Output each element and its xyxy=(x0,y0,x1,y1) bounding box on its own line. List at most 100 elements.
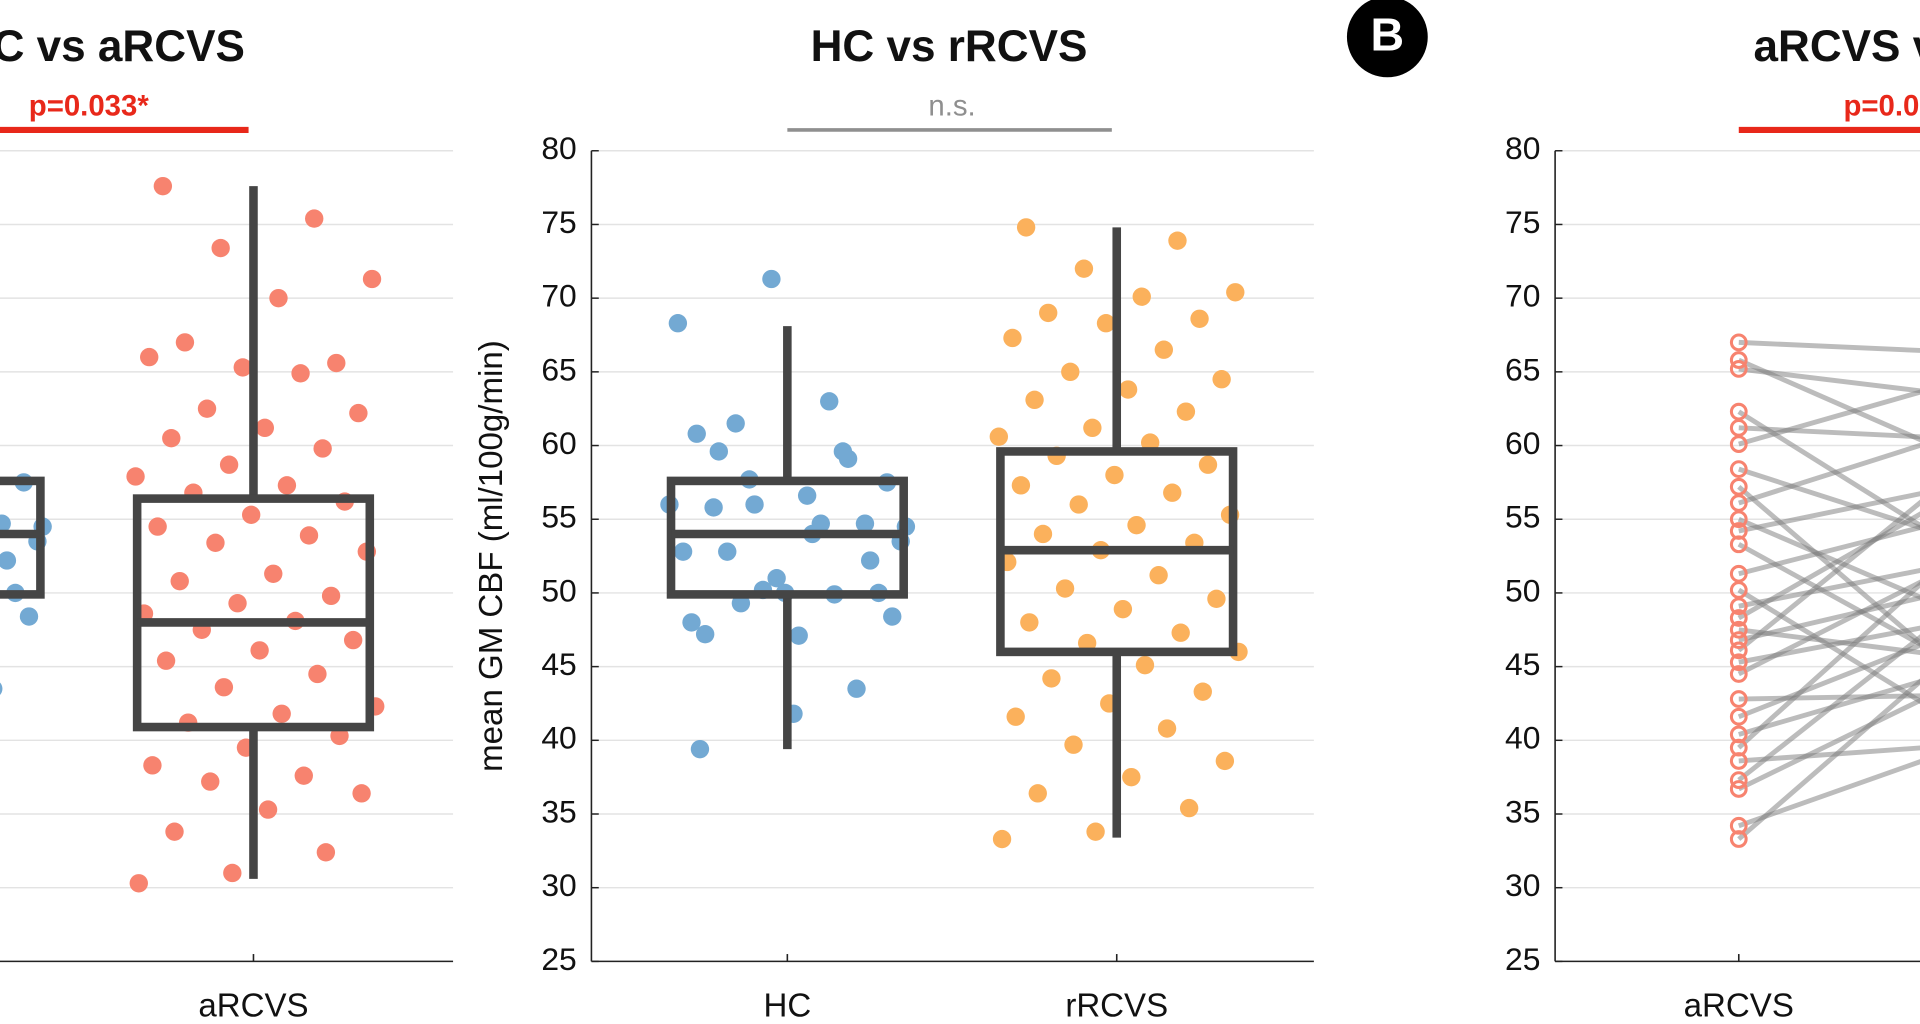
pair-line xyxy=(1737,634,1920,783)
data-point xyxy=(362,269,382,289)
data-point xyxy=(1157,719,1177,738)
data-point xyxy=(687,424,706,443)
y-tick-label: 65 xyxy=(541,351,576,387)
data-point xyxy=(343,630,363,650)
data-point xyxy=(1127,515,1146,535)
data-point xyxy=(1729,460,1748,479)
pair-line xyxy=(1737,587,1920,704)
data-point xyxy=(1154,340,1174,359)
data-point xyxy=(682,613,701,632)
data-point xyxy=(726,414,745,433)
data-point xyxy=(992,829,1012,849)
data-point xyxy=(1190,309,1209,328)
data-point xyxy=(847,679,866,698)
data-point xyxy=(255,418,275,438)
y-tick-label: 25 xyxy=(1505,941,1540,977)
data-point xyxy=(1729,333,1748,352)
data-point xyxy=(264,564,283,583)
data-point xyxy=(1020,613,1039,632)
data-point xyxy=(709,442,729,461)
data-point xyxy=(294,766,313,785)
y-tick-label: 25 xyxy=(541,941,576,977)
pair-line xyxy=(1737,678,1920,841)
data-point xyxy=(211,238,230,258)
data-point xyxy=(1096,314,1116,333)
y-tick-label: 50 xyxy=(541,572,576,608)
data-point xyxy=(1729,830,1748,848)
y-tick-label: 35 xyxy=(541,793,576,829)
data-point xyxy=(0,514,11,533)
y-tick-label: 45 xyxy=(541,646,576,682)
y-tick-label: 40 xyxy=(541,720,576,756)
data-point xyxy=(349,403,368,423)
pair-line xyxy=(1737,357,1920,443)
panel-title: aRCVS vs rRCVS xyxy=(1753,22,1920,71)
data-point xyxy=(1729,653,1748,672)
data-point xyxy=(1207,589,1226,609)
pair-line xyxy=(1738,491,1920,534)
pair-line xyxy=(1738,693,1920,702)
y-tick-label: 70 xyxy=(1505,278,1540,314)
y-tick-label: 45 xyxy=(1505,646,1540,682)
data-point xyxy=(272,704,291,723)
y-tick-label: 50 xyxy=(1505,572,1540,608)
data-point xyxy=(704,498,723,517)
significance-label: p=0.033* xyxy=(29,90,150,123)
data-point xyxy=(19,607,39,626)
data-point xyxy=(1729,609,1748,627)
data-point xyxy=(129,874,148,893)
data-point xyxy=(673,542,693,561)
data-point xyxy=(1729,631,1748,649)
y-tick-label: 60 xyxy=(541,425,576,461)
panel-title: HC vs aRCVS xyxy=(0,22,245,71)
data-point xyxy=(0,682,3,695)
y-tick-label: 75 xyxy=(541,204,576,240)
data-point xyxy=(313,439,332,458)
data-point xyxy=(745,495,764,514)
data-point xyxy=(989,427,1009,446)
pair-line xyxy=(1738,679,1920,737)
data-point xyxy=(148,517,167,536)
pair-line xyxy=(1737,511,1920,621)
data-point xyxy=(811,514,830,533)
data-point xyxy=(1033,524,1053,544)
data-point xyxy=(1729,351,1748,369)
data-point xyxy=(1016,218,1036,237)
data-point xyxy=(170,571,189,591)
pair-line xyxy=(1738,745,1920,764)
data-point xyxy=(321,586,341,606)
data-point xyxy=(305,209,324,228)
pair-line xyxy=(1737,579,1920,677)
data-point xyxy=(156,651,176,670)
data-point xyxy=(718,542,737,561)
data-point xyxy=(291,364,310,383)
data-point xyxy=(140,347,159,367)
data-point xyxy=(855,514,875,533)
data-point xyxy=(1025,390,1044,410)
data-point xyxy=(0,551,17,570)
data-point xyxy=(316,843,336,862)
data-point xyxy=(1064,735,1083,754)
x-tick-label: rRCVS xyxy=(1065,988,1168,1024)
data-point xyxy=(1113,599,1133,619)
y-tick-label: 65 xyxy=(1505,351,1540,387)
data-point xyxy=(1729,707,1748,726)
data-point xyxy=(1729,620,1748,639)
data-point xyxy=(143,756,162,775)
data-point xyxy=(1074,259,1094,278)
data-point xyxy=(767,569,786,588)
data-point xyxy=(175,333,195,352)
y-axis-label: mean GM CBF (ml/100g/min) xyxy=(473,340,510,772)
data-point xyxy=(1729,360,1748,378)
panel-badge xyxy=(1346,0,1428,78)
data-point xyxy=(1729,752,1748,770)
data-point xyxy=(1083,418,1102,438)
box xyxy=(132,494,375,732)
data-point xyxy=(1176,402,1196,421)
data-point xyxy=(214,678,234,697)
data-point xyxy=(165,822,184,841)
data-point xyxy=(126,467,145,486)
data-point xyxy=(352,784,371,803)
data-point xyxy=(201,772,220,791)
